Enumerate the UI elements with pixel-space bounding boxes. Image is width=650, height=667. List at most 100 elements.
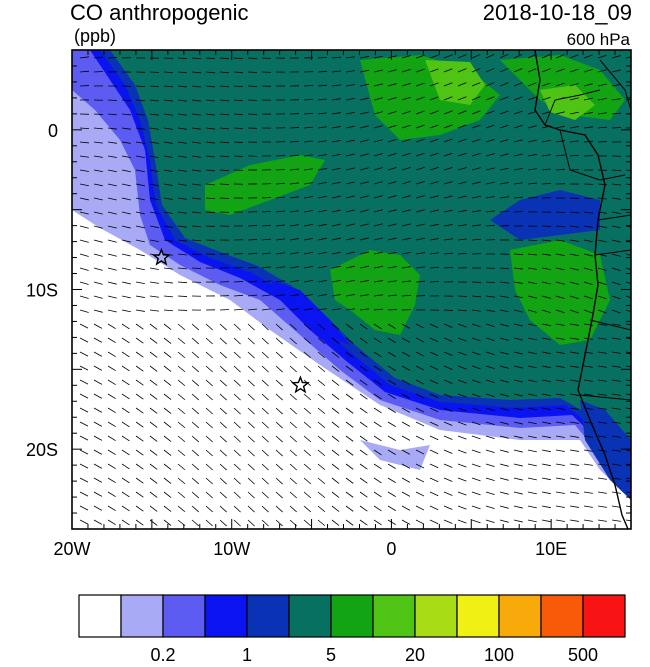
wind-vector — [345, 223, 355, 227]
wind-vector — [317, 209, 327, 213]
wind-vector — [261, 323, 269, 331]
wind-vector — [149, 295, 159, 298]
wind-vector — [457, 449, 467, 454]
wind-vector — [247, 393, 255, 401]
wind-vector — [583, 379, 593, 382]
wind-vector — [275, 505, 283, 513]
wind-vector — [583, 97, 593, 101]
wind-vector — [191, 85, 201, 88]
wind-vector — [555, 168, 566, 171]
wind-vector — [527, 309, 537, 313]
wind-vector — [149, 323, 158, 330]
wind-vector — [191, 337, 200, 345]
wind-vector — [401, 251, 411, 255]
wind-vector — [121, 519, 130, 526]
wind-vector — [79, 393, 89, 399]
x-tick-label: 0 — [386, 539, 396, 559]
wind-vector — [247, 252, 258, 255]
wind-vector — [611, 211, 621, 215]
wind-vector — [135, 463, 144, 470]
elevated-co-strip — [270, 280, 350, 345]
wind-vector — [513, 351, 523, 355]
wind-vector — [457, 323, 467, 328]
wind-vector — [191, 71, 201, 74]
wind-vector — [499, 53, 509, 59]
wind-vector — [345, 393, 354, 400]
wind-vector — [107, 337, 116, 344]
wind-vector — [331, 84, 341, 87]
wind-vector — [541, 421, 551, 425]
wind-vector — [93, 183, 103, 187]
wind-vector — [135, 491, 144, 498]
wind-vector — [359, 223, 369, 227]
wind-vector — [569, 505, 579, 508]
wind-vector — [443, 435, 453, 440]
wind-vector — [457, 110, 467, 115]
wind-vector — [597, 407, 607, 410]
axis-ticks: 20W 10W 0 10E 0 10S 20S — [26, 49, 632, 559]
wind-vector — [387, 83, 397, 87]
wind-vector — [541, 225, 552, 227]
wind-vector — [121, 183, 131, 187]
wind-vector — [485, 53, 495, 59]
wind-vector — [499, 153, 509, 157]
wind-vector — [443, 323, 453, 328]
wind-vector — [429, 463, 439, 469]
wind-vector — [611, 463, 621, 466]
wind-vector — [373, 111, 383, 115]
wind-vector — [275, 182, 286, 185]
wind-vector — [429, 519, 439, 525]
wind-vector — [443, 267, 454, 269]
wind-vector — [149, 71, 160, 73]
wind-vector — [499, 435, 509, 439]
wind-vector — [513, 153, 523, 157]
green-patch — [510, 240, 610, 345]
wind-vector — [275, 323, 283, 331]
wind-vector — [289, 351, 297, 359]
wind-vector — [443, 82, 453, 87]
wind-vector — [289, 337, 297, 345]
wind-vector — [401, 152, 411, 157]
wind-vector — [527, 505, 537, 509]
wind-vector — [597, 239, 607, 243]
wind-vector — [163, 141, 173, 144]
wind-vector — [247, 266, 258, 269]
wind-vector — [219, 505, 227, 513]
wind-vector — [303, 154, 313, 157]
wind-vector — [149, 211, 159, 215]
wind-vector — [345, 153, 355, 157]
wind-vector — [331, 70, 341, 73]
wind-vector — [79, 141, 89, 144]
wind-vector — [527, 477, 537, 481]
wind-vector — [191, 519, 200, 527]
wind-vector — [387, 138, 397, 143]
colorbar-box — [540, 594, 584, 638]
wind-vector — [219, 477, 227, 485]
wind-vector — [387, 167, 397, 171]
wind-vector — [289, 491, 297, 499]
wind-vector — [471, 491, 481, 496]
wind-vector — [555, 239, 565, 242]
wind-vector — [93, 197, 103, 201]
wind-vector — [261, 393, 269, 401]
wind-vector — [289, 477, 297, 485]
wind-vector — [513, 309, 523, 313]
wind-vector — [457, 82, 467, 87]
wind-vector — [499, 449, 509, 453]
wind-vector — [387, 463, 396, 469]
wind-vector — [275, 393, 283, 401]
wind-vector — [555, 125, 565, 129]
wind-vector — [317, 449, 326, 457]
wind-vector — [107, 491, 116, 498]
wind-vector — [415, 237, 425, 241]
wind-vector — [331, 209, 341, 213]
wind-vector — [401, 124, 411, 129]
wind-vector — [303, 294, 313, 297]
wind-vector — [401, 181, 411, 185]
wind-vector — [611, 309, 621, 314]
wind-vector — [233, 435, 241, 443]
wind-vector — [387, 266, 397, 269]
wind-vector — [387, 337, 396, 343]
wind-vector — [359, 167, 369, 171]
wind-vector — [429, 223, 439, 227]
